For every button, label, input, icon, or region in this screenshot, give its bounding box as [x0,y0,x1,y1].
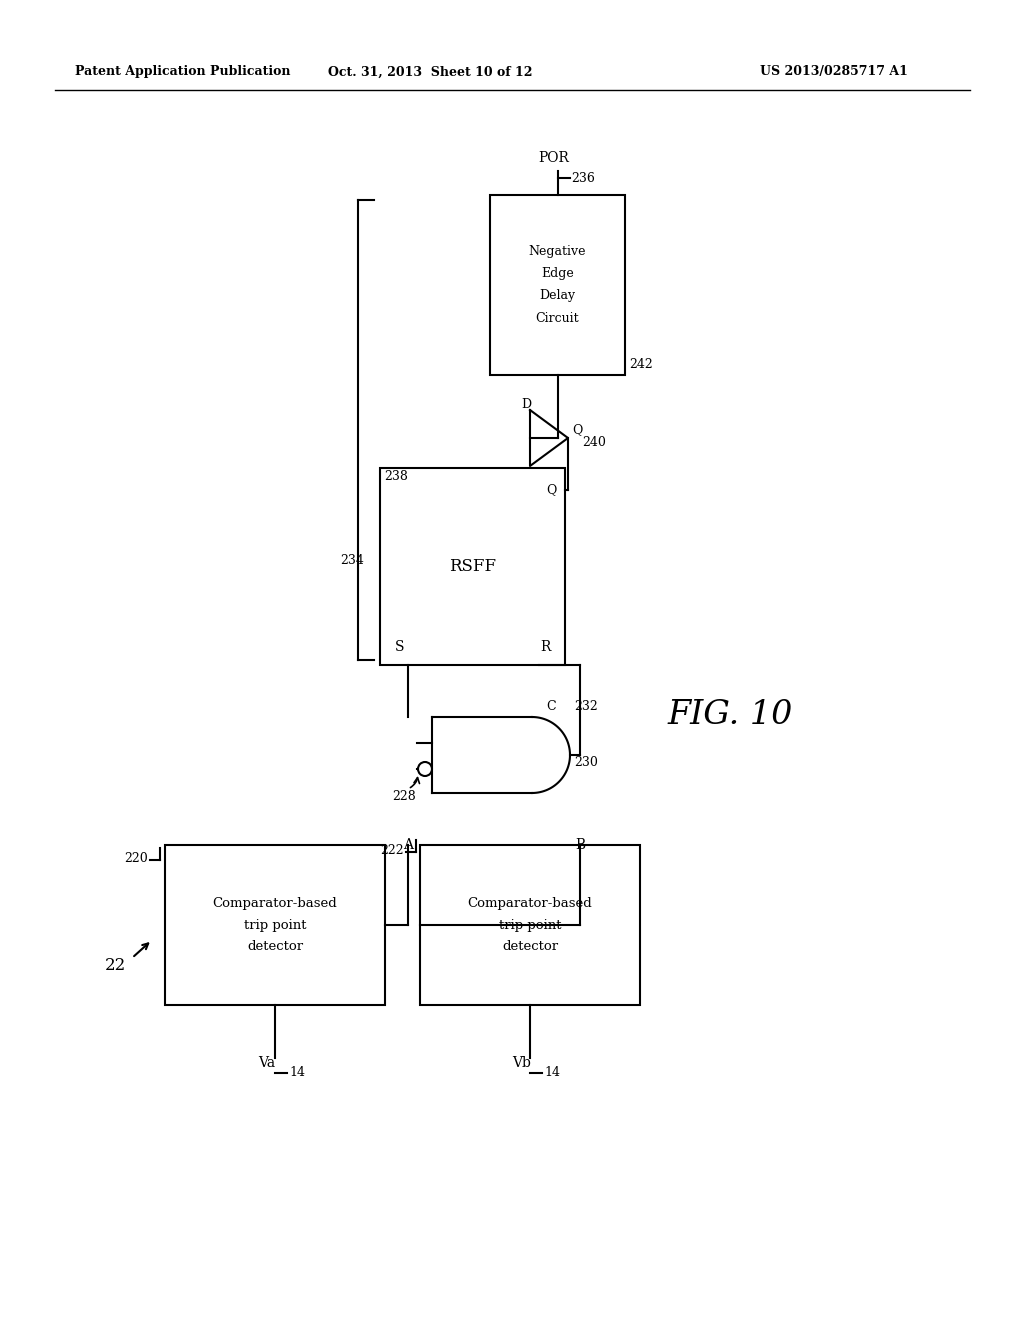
Text: 230: 230 [574,756,598,770]
Text: 242: 242 [629,359,652,371]
Bar [490,195,625,375]
Text: Circuit: Circuit [536,312,580,325]
Text: POR: POR [538,150,569,165]
Text: A: A [403,838,413,851]
Text: detector: detector [502,940,558,953]
Text: Va: Va [258,1056,275,1071]
Text: trip point: trip point [244,919,306,932]
Text: detector: detector [247,940,303,953]
Bar [165,845,385,1005]
Text: Vb: Vb [513,1056,531,1071]
Text: US 2013/0285717 A1: US 2013/0285717 A1 [760,66,908,78]
Text: 238: 238 [384,470,408,483]
Text: Patent Application Publication: Patent Application Publication [75,66,291,78]
Text: Comparator-based: Comparator-based [213,896,337,909]
Text: FIG. 10: FIG. 10 [668,700,793,731]
Text: 14: 14 [544,1067,560,1080]
Text: 236: 236 [571,172,595,185]
Text: Negative: Negative [528,246,587,259]
Text: D: D [521,397,531,411]
Text: 240: 240 [582,436,606,449]
Text: 220: 220 [124,851,148,865]
Text: S: S [395,640,404,653]
Text: C: C [546,701,556,714]
Text: 234: 234 [340,553,364,566]
Text: trip point: trip point [499,919,561,932]
Text: Delay: Delay [540,289,575,302]
Text: Edge: Edge [541,268,573,281]
Bar [380,469,565,665]
Text: 222: 222 [380,843,404,857]
Bar [420,845,640,1005]
Text: R: R [540,640,550,653]
Text: Q: Q [572,424,583,437]
Text: 232: 232 [574,701,598,714]
Text: B: B [574,838,585,851]
Text: 14: 14 [289,1067,305,1080]
Text: 22: 22 [104,957,126,974]
Text: Oct. 31, 2013  Sheet 10 of 12: Oct. 31, 2013 Sheet 10 of 12 [328,66,532,78]
Text: Q: Q [546,483,556,496]
Text: Comparator-based: Comparator-based [468,896,592,909]
Text: RSFF: RSFF [449,558,496,576]
Text: 228: 228 [392,791,416,804]
